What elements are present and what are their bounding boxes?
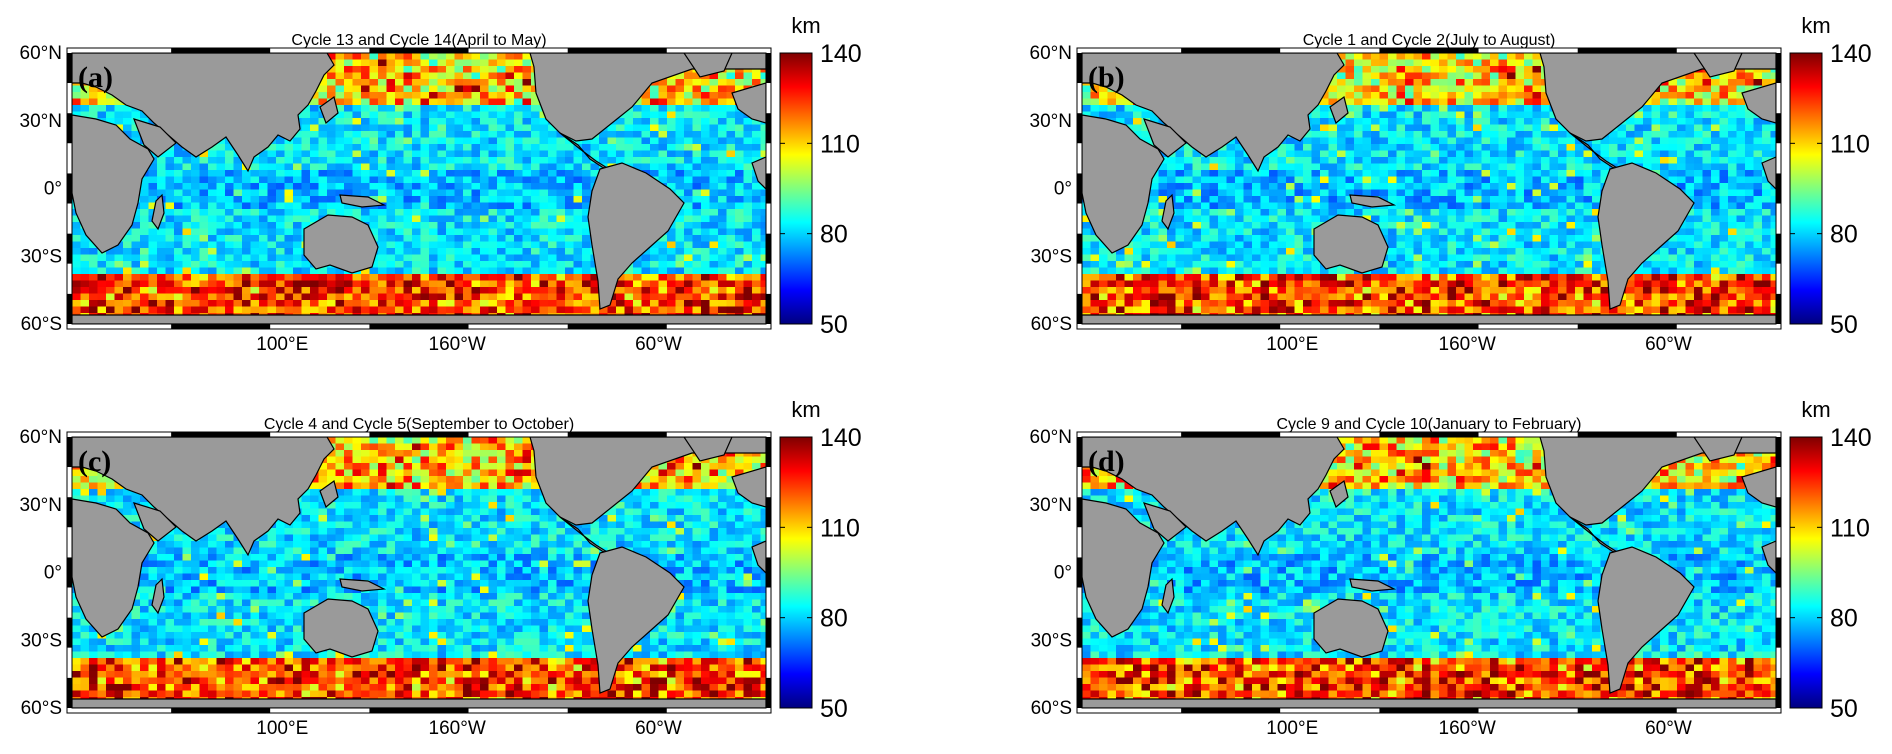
lat-tick-label: 60°S: [1031, 698, 1072, 719]
map-area: [72, 437, 770, 711]
lat-tick-label: 0°: [44, 179, 62, 200]
colorbar-tick-label: 110: [1830, 514, 1870, 542]
lon-tick-label: 160°W: [429, 718, 486, 739]
lon-tick-label: 160°W: [429, 334, 486, 355]
lon-tick-label: 60°W: [635, 334, 682, 355]
colorbar-tick-label: 140: [1830, 40, 1872, 68]
lon-tick-label: 60°W: [1645, 334, 1692, 355]
land-antarctica: [72, 315, 766, 324]
colorbar-tick-label: 50: [820, 695, 848, 723]
land-antarctica: [72, 699, 766, 708]
lat-tick-label: 60°N: [1030, 427, 1072, 448]
lat-tick-label: 60°N: [20, 43, 62, 64]
map-panel-svg: Cycle 4 and Cycle 5(September to October…: [0, 384, 880, 754]
lat-tick-label: 30°S: [1031, 246, 1072, 267]
land-antarctica: [1082, 699, 1776, 708]
map-area: [72, 53, 770, 327]
colorbar-tick-label: 50: [820, 311, 848, 339]
colorbar: [1790, 437, 1822, 708]
lat-tick-label: 60°N: [1030, 43, 1072, 64]
lat-tick-label: 0°: [1054, 563, 1072, 584]
colorbar-unit: km: [1801, 13, 1830, 38]
lon-tick-label: 160°W: [1439, 334, 1496, 355]
lat-tick-label: 30°N: [1030, 495, 1072, 516]
map-panel-a: Cycle 13 and Cycle 14(April to May) (a) 60…: [0, 0, 880, 370]
lat-tick-label: 30°N: [1030, 111, 1072, 132]
colorbar-tick-label: 140: [820, 424, 862, 452]
panel-title: Cycle 4 and Cycle 5(September to October…: [264, 416, 574, 433]
map-panel-b: Cycle 1 and Cycle 2(July to August) (b) 60…: [1010, 0, 1890, 370]
map-panel-svg: Cycle 9 and Cycle 10(January to February…: [1010, 384, 1890, 754]
map-panel-svg: Cycle 13 and Cycle 14(April to May) (a) 60…: [0, 0, 880, 370]
lat-tick-label: 60°N: [20, 427, 62, 448]
colorbar: [780, 437, 812, 708]
colorbar-tick-label: 80: [1830, 221, 1858, 249]
colorbar-unit: km: [791, 13, 820, 38]
lon-tick-label: 100°E: [256, 718, 308, 739]
panel-title: Cycle 1 and Cycle 2(July to August): [1303, 32, 1556, 49]
map-area: [1082, 437, 1780, 711]
lat-tick-label: 30°N: [20, 111, 62, 132]
colorbar-unit: km: [791, 397, 820, 422]
colorbar-tick-label: 140: [1830, 424, 1872, 452]
colorbar-tick-label: 110: [820, 514, 860, 542]
colorbar-tick-label: 110: [820, 130, 860, 158]
lon-tick-label: 100°E: [256, 334, 308, 355]
colorbar-tick-label: 80: [820, 221, 848, 249]
lon-tick-label: 60°W: [635, 718, 682, 739]
panel-letter: (b): [1088, 61, 1125, 94]
map-panel-svg: Cycle 1 and Cycle 2(July to August) (b) 60…: [1010, 0, 1890, 370]
lat-tick-label: 30°S: [21, 630, 62, 651]
panel-letter: (d): [1088, 445, 1125, 478]
colorbar: [1790, 53, 1822, 324]
map-area: [1082, 53, 1780, 327]
lon-tick-label: 100°E: [1266, 334, 1318, 355]
panel-letter: (a): [78, 61, 113, 94]
colorbar-tick-label: 80: [820, 605, 848, 633]
colorbar-tick-label: 140: [820, 40, 862, 68]
lon-tick-label: 60°W: [1645, 718, 1692, 739]
map-panel-c: Cycle 4 and Cycle 5(September to October…: [0, 384, 880, 754]
colorbar-tick-label: 80: [1830, 605, 1858, 633]
panel-title: Cycle 9 and Cycle 10(January to February…: [1276, 416, 1581, 433]
panel-letter: (c): [78, 445, 111, 478]
land-antarctica: [1082, 315, 1776, 324]
lon-tick-label: 160°W: [1439, 718, 1496, 739]
lat-tick-label: 30°S: [21, 246, 62, 267]
lat-tick-label: 30°N: [20, 495, 62, 516]
lat-tick-label: 0°: [44, 563, 62, 584]
colorbar-tick-label: 50: [1830, 695, 1858, 723]
colorbar-tick-label: 50: [1830, 311, 1858, 339]
lat-tick-label: 60°S: [21, 698, 62, 719]
lon-tick-label: 100°E: [1266, 718, 1318, 739]
lat-tick-label: 30°S: [1031, 630, 1072, 651]
colorbar: [780, 53, 812, 324]
panel-title: Cycle 13 and Cycle 14(April to May): [291, 32, 546, 49]
lat-tick-label: 60°S: [1031, 314, 1072, 335]
colorbar-tick-label: 110: [1830, 130, 1870, 158]
lat-tick-label: 60°S: [21, 314, 62, 335]
map-panel-d: Cycle 9 and Cycle 10(January to February…: [1010, 384, 1890, 754]
lat-tick-label: 0°: [1054, 179, 1072, 200]
colorbar-unit: km: [1801, 397, 1830, 422]
